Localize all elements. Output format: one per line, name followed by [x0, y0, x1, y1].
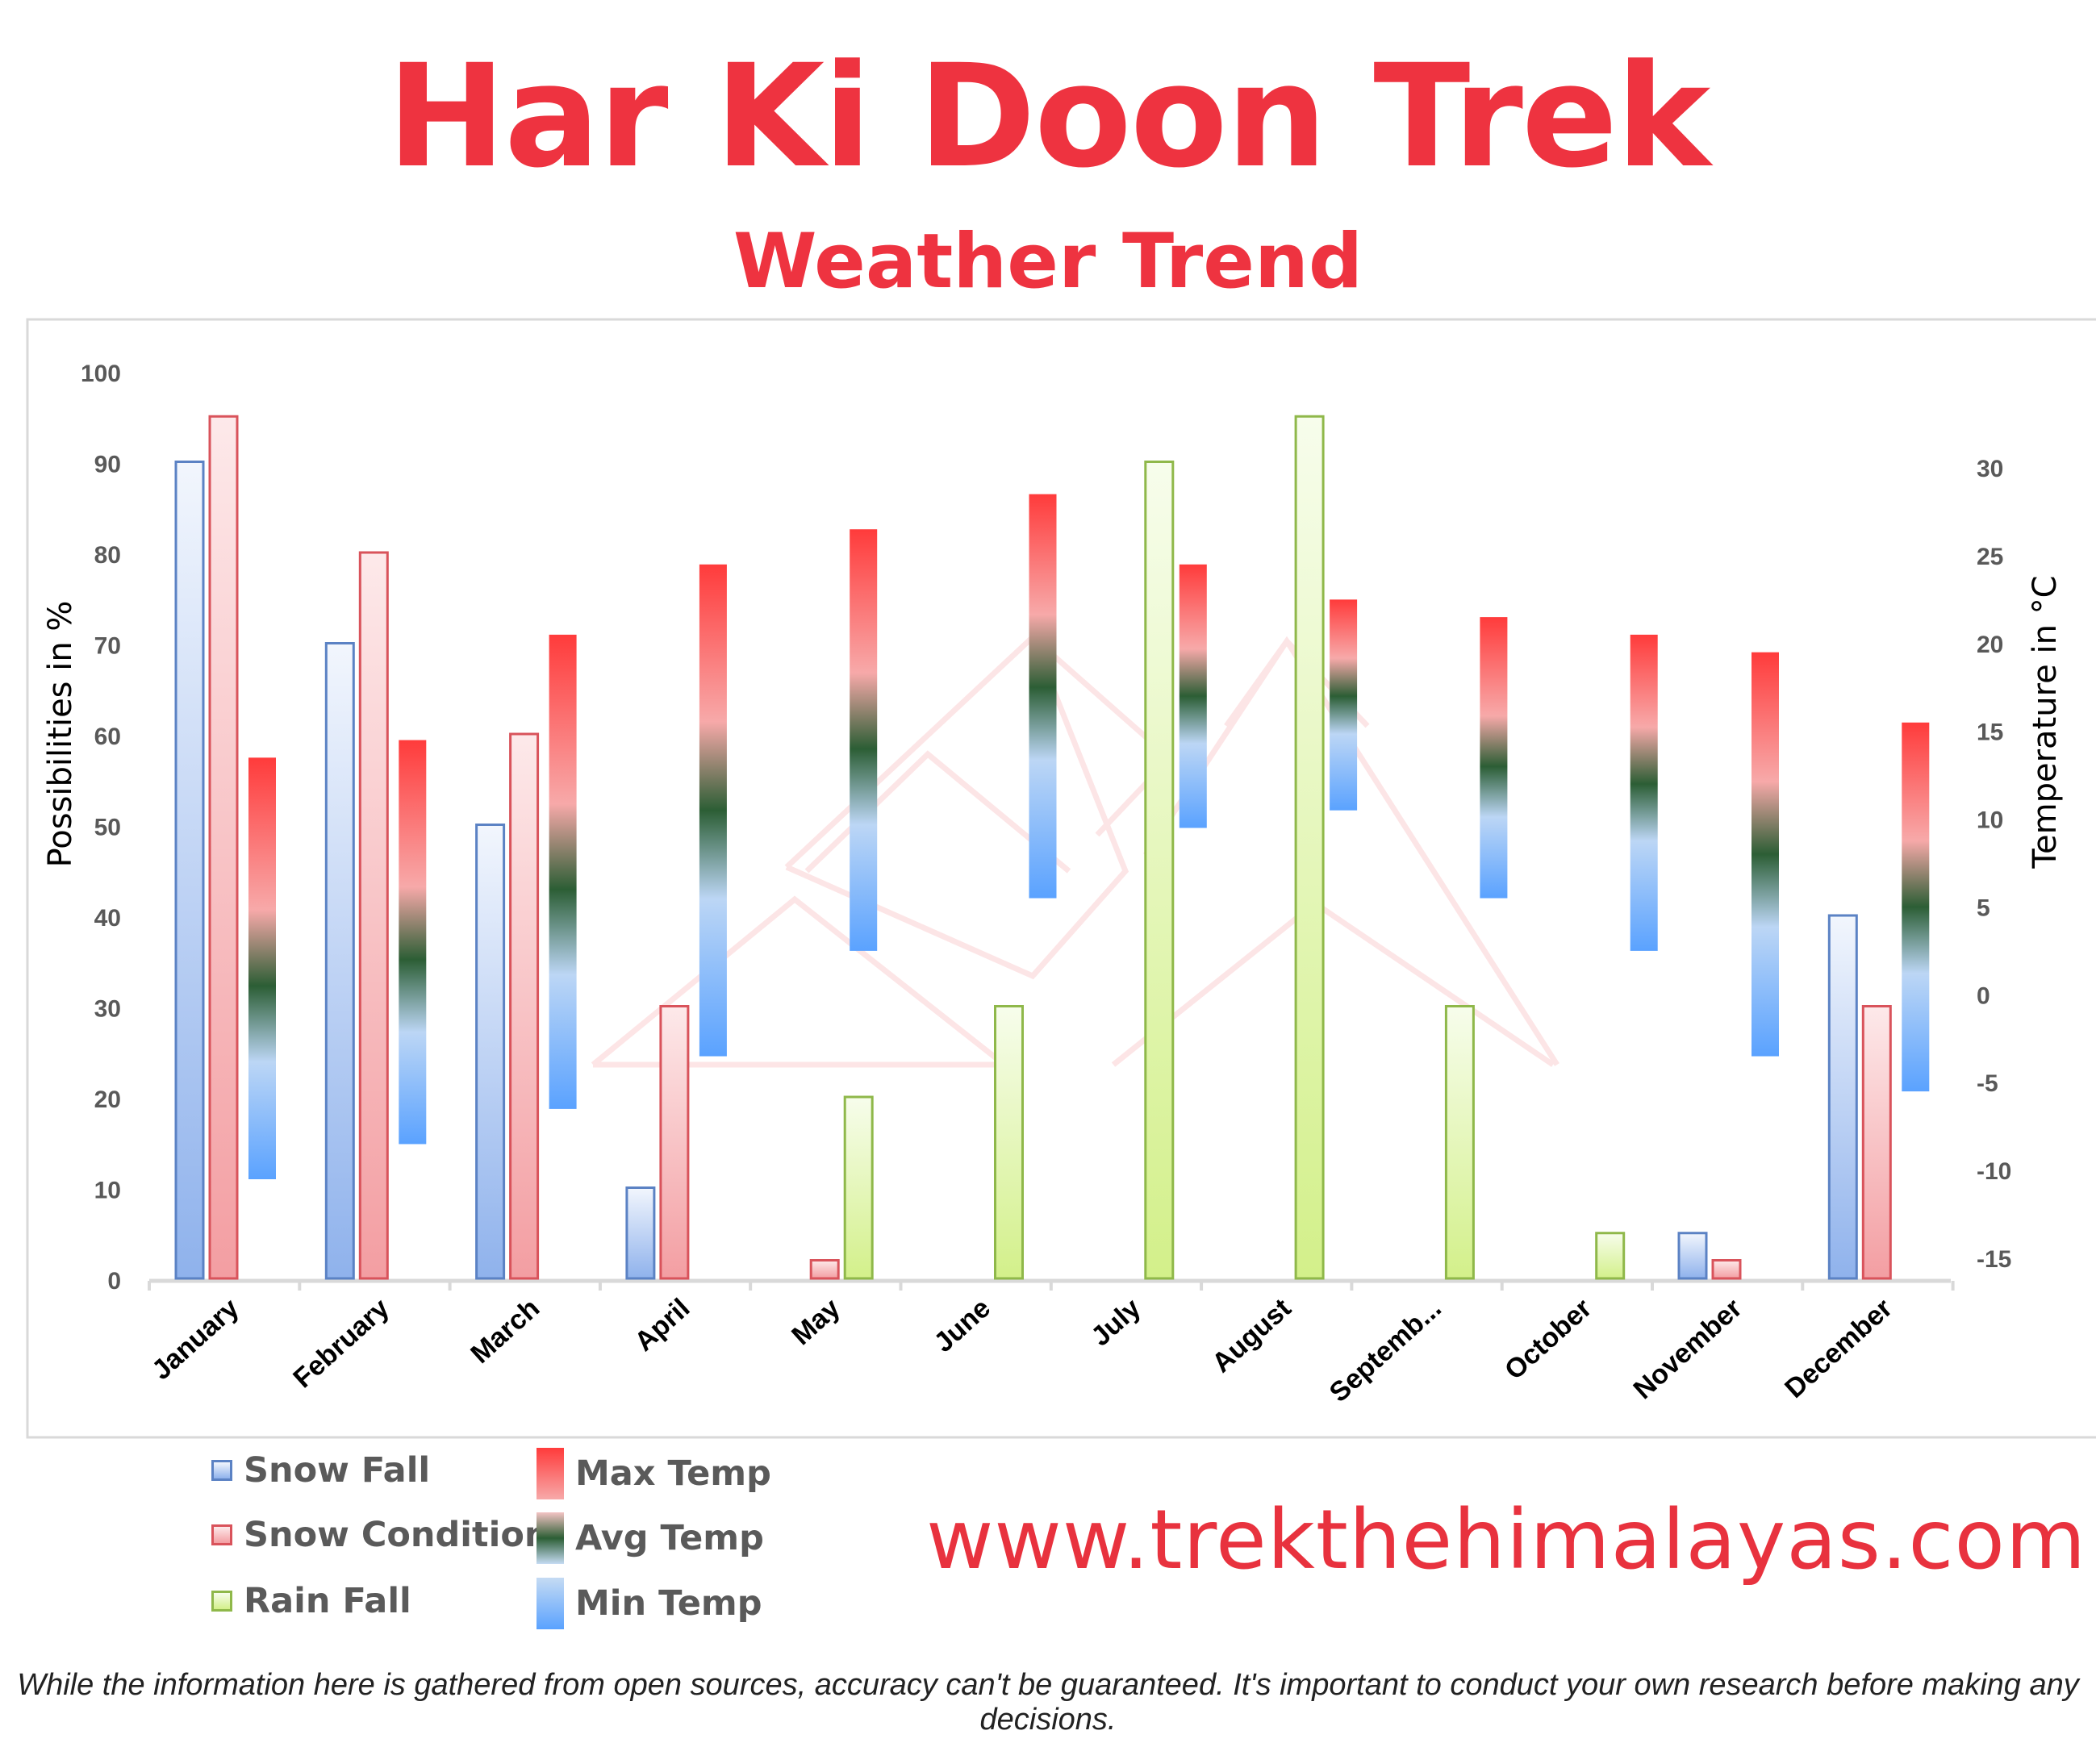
temp-range-bar [1330, 599, 1358, 811]
y2-tick-label: 30 [1977, 456, 2003, 482]
legend-min-temp-label: Min Temp [575, 1583, 762, 1624]
y2-tick-label: 0 [1977, 982, 1990, 1009]
legend-rain-fall: Rain Fall [211, 1577, 411, 1625]
legend-snow-condition-label: Snow Condition [244, 1515, 549, 1555]
bar-snow-condition [1861, 1005, 1892, 1280]
y-axis-title: Possibilities in % [42, 601, 79, 868]
bar-snow-condition [809, 1259, 840, 1280]
y2-axis-title: Temperature in °C [2027, 575, 2064, 869]
y-tick-label: 50 [94, 815, 121, 841]
y-tick-label: 60 [94, 724, 121, 750]
left-axis-tick-labels: 0 10 20 30 40 50 60 70 80 90 100 [81, 361, 121, 1295]
legend-min-temp: Min Temp [537, 1578, 762, 1629]
legend-avg-temp-swatch [537, 1512, 564, 1564]
bar-rain-fall [1144, 461, 1175, 1280]
y2-tick-label: 5 [1977, 895, 1990, 921]
legend-snow-fall-swatch [211, 1460, 232, 1481]
legend-avg-temp-label: Avg Temp [575, 1518, 764, 1558]
temp-range-bar [1029, 494, 1057, 899]
bar-rain-fall [1294, 415, 1325, 1280]
bar-rain-fall [1595, 1232, 1626, 1280]
temp-range-bar [1179, 564, 1207, 828]
bar-snow-fall [625, 1186, 656, 1280]
temp-range-bar [1902, 722, 1930, 1092]
bar-snow-condition [659, 1005, 690, 1280]
legend-max-temp-swatch [537, 1448, 564, 1499]
temp-range-bar [1480, 617, 1508, 899]
bar-snow-fall [174, 461, 205, 1280]
bar-snow-fall [1677, 1232, 1708, 1280]
bar-snow-fall [1827, 914, 1858, 1280]
y2-tick-label: 10 [1977, 807, 2003, 834]
y2-tick-label: -5 [1977, 1070, 1998, 1097]
bars-layer [174, 415, 1892, 1280]
legend-snow-condition-swatch [211, 1524, 232, 1545]
bar-snow-condition [208, 415, 239, 1280]
legend-snow-fall: Snow Fall [211, 1446, 430, 1495]
bar-snow-condition [1711, 1259, 1742, 1280]
legend-max-temp: Max Temp [537, 1448, 771, 1499]
website-link[interactable]: www.trekthehimalayas.com [926, 1492, 2087, 1588]
temp-range-bar [549, 634, 577, 1109]
right-axis-tick-labels: -15 -10 -5 0 5 10 15 20 25 30 [1977, 456, 2011, 1273]
y-tick-label: 70 [94, 633, 121, 660]
temp-range-bar [699, 564, 727, 1057]
y-tick-label: 40 [94, 905, 121, 932]
legend-min-temp-swatch [537, 1578, 564, 1629]
bar-snow-fall [324, 642, 355, 1280]
chart-subtitle: Weather Trend [733, 218, 1363, 306]
y-tick-label: 20 [94, 1086, 121, 1113]
x-axis-ticks [148, 1281, 1955, 1291]
y2-tick-label: 20 [1977, 632, 2003, 658]
temperature-bars-layer [248, 494, 1930, 1179]
temp-range-bar [850, 529, 878, 951]
legend-rain-fall-swatch [211, 1591, 232, 1612]
bar-rain-fall [843, 1095, 874, 1280]
bar-snow-condition [509, 732, 540, 1280]
chart-title: Har Ki Doon Trek [386, 34, 1711, 199]
y-tick-label: 0 [107, 1268, 121, 1295]
temp-range-bar [1630, 634, 1658, 951]
y2-tick-label: 15 [1977, 719, 2003, 746]
weather-chart: 0 10 20 30 40 50 60 70 80 90 100 -15 -10 -5 0 5 10 15 20 2… [26, 318, 2096, 1439]
legend-avg-temp: Avg Temp [537, 1512, 764, 1564]
legend-max-temp-label: Max Temp [575, 1453, 771, 1494]
bar-snow-condition [358, 551, 389, 1280]
temp-range-bar [1752, 652, 1779, 1057]
y-tick-label: 10 [94, 1178, 121, 1204]
y2-tick-label: -10 [1977, 1158, 2011, 1185]
temp-range-bar [248, 757, 276, 1179]
bar-rain-fall [1444, 1005, 1475, 1280]
bar-snow-fall [475, 824, 506, 1280]
disclaimer-text: While the information here is gathered f… [17, 1668, 2079, 1737]
y2-tick-label: -15 [1977, 1246, 2011, 1273]
watermark-logo [591, 632, 1559, 1068]
legend-snow-condition: Snow Condition [211, 1511, 549, 1559]
y2-tick-label: 25 [1977, 544, 2003, 570]
y-tick-label: 30 [94, 996, 121, 1023]
bar-rain-fall [994, 1005, 1024, 1280]
legend-rain-fall-label: Rain Fall [244, 1581, 411, 1621]
temp-range-bar [399, 740, 427, 1145]
y-tick-label: 80 [94, 542, 121, 569]
legend-snow-fall-label: Snow Fall [244, 1450, 431, 1491]
y-tick-label: 100 [81, 361, 121, 387]
y-tick-label: 90 [94, 452, 121, 478]
